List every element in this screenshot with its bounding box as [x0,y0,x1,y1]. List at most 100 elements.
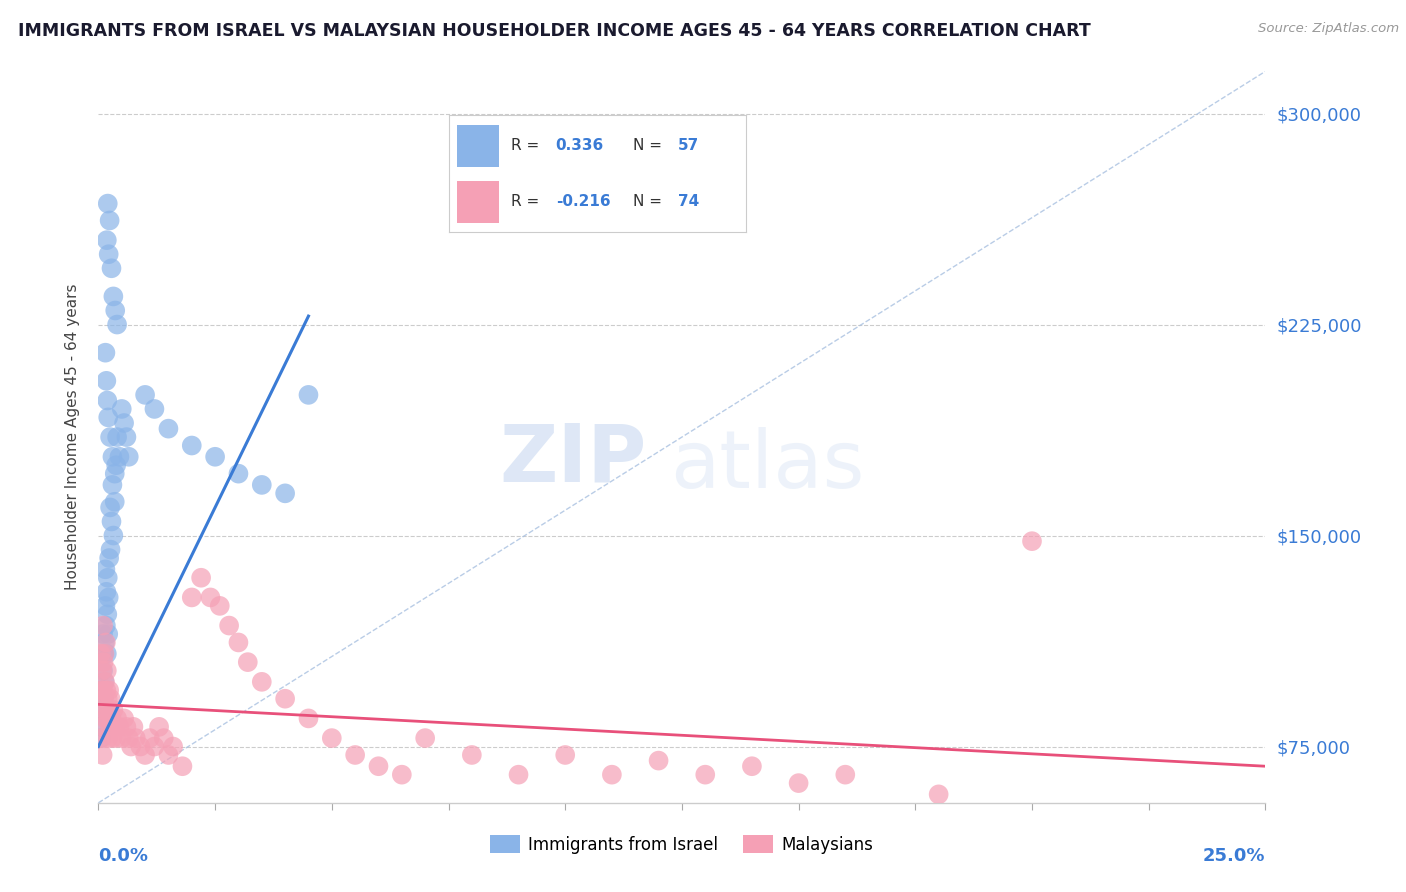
Point [96,683,118,698]
Point [218,618,240,632]
Point [94,599,117,613]
Point [105,458,128,473]
Point [97,591,120,605]
Point [274,486,297,500]
Point [134,747,156,762]
Point [93,647,115,661]
Point [98,500,121,515]
Text: ZIP: ZIP [499,420,647,498]
Point [91,683,114,698]
Point [100,691,122,706]
Point [115,430,138,444]
Point [93,674,115,689]
Point [98,720,121,734]
Point [297,711,319,725]
Point [94,618,117,632]
Point [148,720,170,734]
Point [90,720,112,734]
Point [98,683,121,698]
Point [103,703,125,717]
Point [97,711,120,725]
Point [94,635,117,649]
Point [143,401,166,416]
Point [105,430,128,444]
Point [647,754,669,768]
Point [91,664,114,678]
Point [391,767,413,781]
Point [129,739,152,754]
Point [101,731,124,745]
Point [90,647,112,661]
Point [508,767,530,781]
Point [228,467,250,481]
Point [139,731,162,745]
Point [100,711,122,725]
Point [741,759,763,773]
Point [250,478,273,492]
Point [228,635,250,649]
Point [108,720,131,734]
Point [125,731,148,745]
Point [96,374,118,388]
Y-axis label: Householder Income Ages 45 - 64 years: Householder Income Ages 45 - 64 years [65,284,80,591]
Point [250,674,273,689]
Point [104,303,127,318]
Point [134,388,156,402]
Point [180,438,202,452]
Point [96,393,118,408]
Point [97,691,120,706]
Point [97,410,120,425]
Point [97,627,120,641]
Point [91,720,114,734]
Point [93,691,115,706]
Point [204,450,226,464]
Point [928,788,950,802]
Point [112,711,135,725]
Point [190,571,212,585]
Point [118,450,141,464]
Text: atlas: atlas [671,427,865,506]
Point [834,767,856,781]
Point [96,664,118,678]
Point [103,289,125,303]
Point [111,731,134,745]
Point [94,674,117,689]
Point [344,747,367,762]
Point [695,767,717,781]
Point [96,584,118,599]
Point [143,739,166,754]
Point [413,731,436,745]
Point [91,703,114,717]
Point [94,562,117,576]
Point [97,571,120,585]
Point [200,591,222,605]
Point [100,515,122,529]
Point [98,703,121,717]
Point [91,747,114,762]
Point [115,720,138,734]
Point [111,401,134,416]
Text: 0.0%: 0.0% [98,847,149,864]
Point [91,627,114,641]
Point [98,213,121,227]
Point [105,318,128,332]
Point [90,731,112,745]
Point [98,551,121,566]
Point [297,388,319,402]
Point [100,542,122,557]
Point [236,655,259,669]
Point [208,599,231,613]
Point [93,691,115,706]
Point [321,731,343,745]
Point [461,747,484,762]
Point [104,720,127,734]
Point [93,647,115,661]
Point [105,731,128,745]
Point [91,703,114,717]
Point [600,767,623,781]
Point [93,655,115,669]
Point [104,495,127,509]
Point [172,759,194,773]
Point [94,635,117,649]
Point [157,747,180,762]
